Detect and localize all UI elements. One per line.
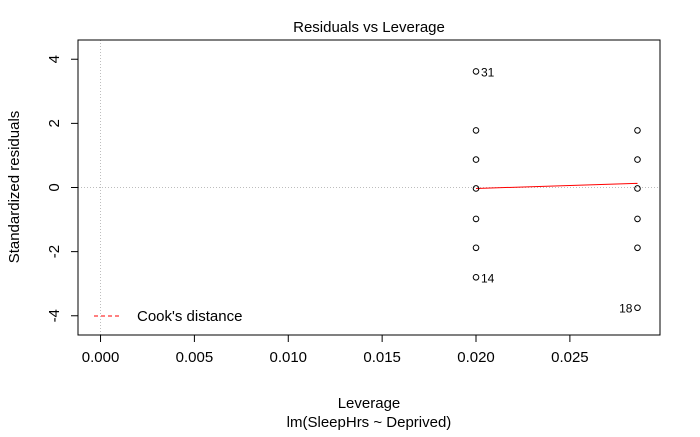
- point-label-31: 31: [481, 65, 495, 79]
- data-point: [472, 127, 480, 134]
- y-axis: -4 -2 0 2 4: [46, 55, 79, 322]
- data-point: [472, 68, 480, 75]
- y-tick-label: -2: [46, 245, 63, 258]
- reference-lines: [78, 40, 660, 335]
- data-point: [634, 185, 641, 192]
- x-tick-label: 0.020: [457, 349, 495, 366]
- smooth-line: [475, 182, 638, 189]
- model-formula-label: lm(SleepHrs ~ Deprived): [287, 414, 452, 431]
- y-tick-label: 2: [46, 119, 63, 127]
- legend: Cook's distance: [94, 308, 242, 325]
- x-axis: 0.000 0.005 0.010 0.015 0.020 0.025: [82, 334, 589, 366]
- x-tick-label: 0.005: [176, 349, 214, 366]
- data-point: [634, 127, 641, 134]
- data-point: [472, 185, 480, 192]
- y-tick-label: -4: [46, 309, 63, 322]
- data-point: [634, 244, 641, 252]
- data-point: [634, 156, 641, 163]
- point-label-18: 18: [619, 302, 633, 316]
- data-point: [472, 273, 480, 281]
- points-layer: 31 14 18: [472, 65, 641, 316]
- x-tick-label: 0.000: [82, 349, 120, 366]
- x-tick-label: 0.025: [551, 349, 589, 366]
- data-point: [634, 304, 641, 312]
- data-point: [472, 215, 480, 223]
- y-axis-label: Standardized residuals: [6, 111, 23, 264]
- chart-title: Residuals vs Leverage: [293, 19, 445, 36]
- point-label-14: 14: [481, 271, 495, 285]
- data-point: [472, 244, 480, 252]
- x-tick-label: 0.010: [269, 349, 307, 366]
- data-point: [472, 156, 480, 163]
- x-tick-label: 0.015: [363, 349, 401, 366]
- legend-label-cooks-distance: Cook's distance: [137, 308, 242, 325]
- y-tick-label: 4: [46, 55, 63, 63]
- y-tick-label: 0: [46, 183, 63, 191]
- data-point: [634, 215, 641, 223]
- smooth-line-layer: [475, 182, 638, 189]
- x-axis-label: Leverage: [338, 395, 401, 412]
